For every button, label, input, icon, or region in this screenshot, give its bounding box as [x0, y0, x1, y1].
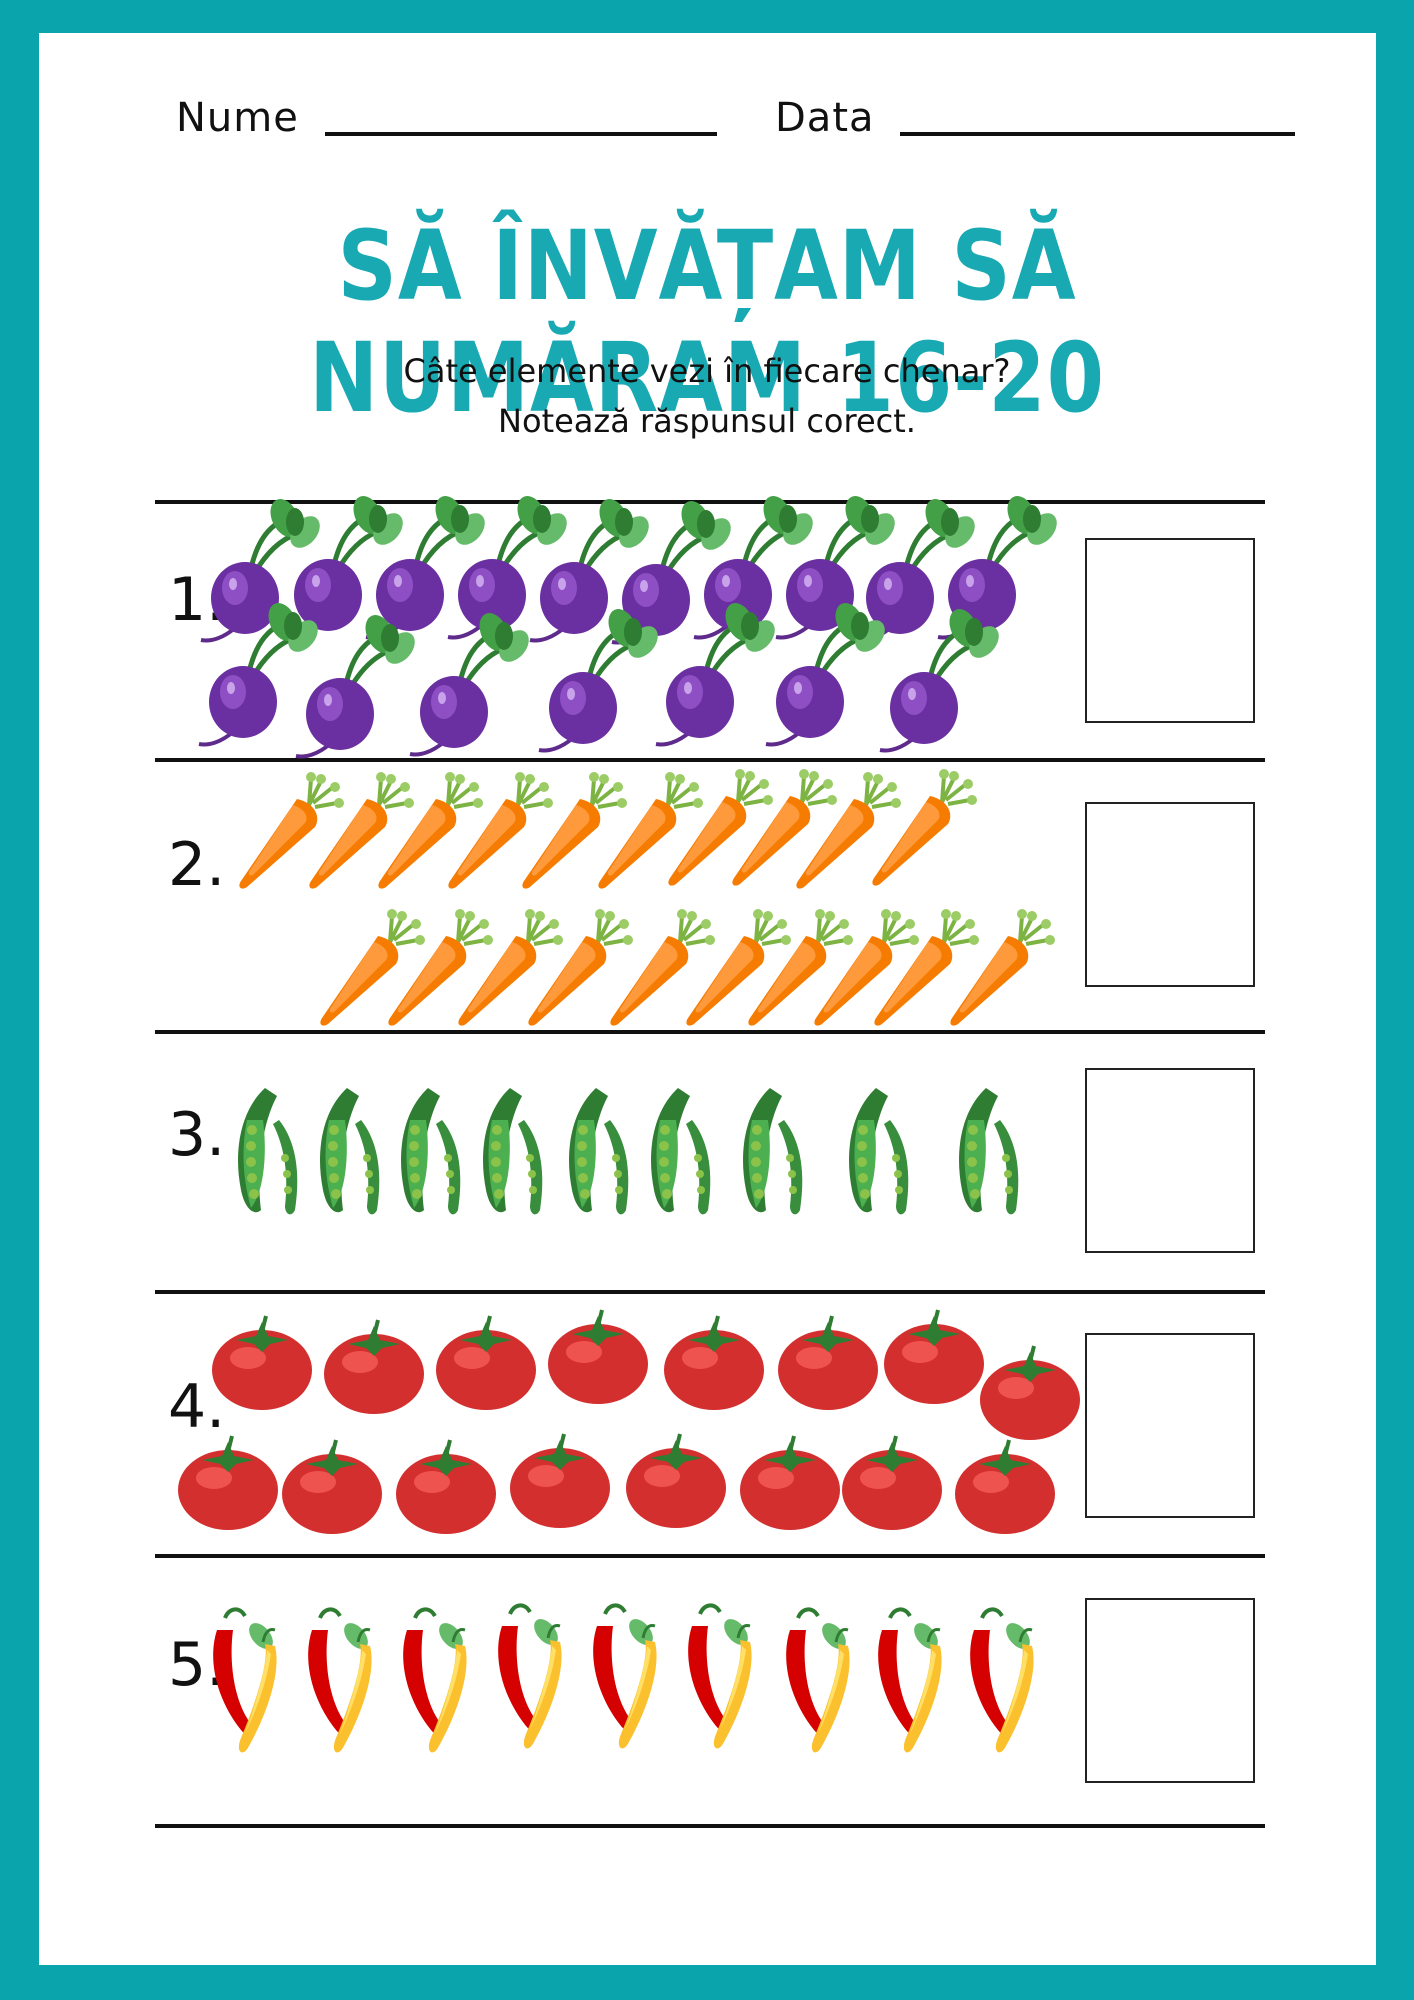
- tomato-icon: [394, 1438, 498, 1536]
- date-blank[interactable]: [900, 132, 1295, 136]
- pea-pod-icon: [743, 1088, 803, 1215]
- pea-pod-icon: [849, 1088, 909, 1215]
- date-label: Data: [775, 95, 875, 141]
- divider: [155, 1030, 1265, 1034]
- exercise-number: 3.: [168, 1100, 226, 1170]
- tomato-icon: [978, 1344, 1082, 1442]
- pea-pod-icon: [959, 1088, 1019, 1215]
- pepper-icon: [686, 1603, 755, 1751]
- pepper-icon: [591, 1603, 660, 1751]
- pea-pod-icon: [238, 1088, 298, 1215]
- exercise-number: 2.: [168, 830, 226, 900]
- answer-box[interactable]: [1085, 802, 1255, 987]
- pea-pod-icon: [651, 1088, 711, 1215]
- carrot-icons-row-1: [237, 767, 979, 891]
- answer-box[interactable]: [1085, 1068, 1255, 1253]
- pepper-icon: [401, 1607, 470, 1755]
- tomato-icon: [508, 1432, 612, 1530]
- answer-box[interactable]: [1085, 1598, 1255, 1783]
- tomato-icon: [546, 1308, 650, 1406]
- answer-box[interactable]: [1085, 1333, 1255, 1518]
- tomato-icon: [953, 1438, 1057, 1536]
- tomato-icon: [434, 1314, 538, 1412]
- pepper-icon: [211, 1607, 280, 1755]
- pepper-icon: [968, 1607, 1037, 1755]
- tomato-icon: [882, 1308, 986, 1406]
- pea-pod-icons: [238, 1088, 1019, 1215]
- tomato-icon: [210, 1314, 314, 1412]
- pepper-icon: [876, 1607, 945, 1755]
- tomato-icon: [776, 1314, 880, 1412]
- pea-pod-icon: [483, 1088, 543, 1215]
- carrot-icons-row-2: [318, 907, 1057, 1028]
- pepper-icon: [306, 1607, 375, 1755]
- tomato-icon: [322, 1318, 426, 1416]
- tomato-icon: [738, 1434, 842, 1532]
- tomato-icon: [280, 1438, 384, 1536]
- pepper-icon: [496, 1603, 565, 1751]
- tomato-icon: [624, 1432, 728, 1530]
- name-blank[interactable]: [325, 132, 717, 136]
- divider: [155, 1290, 1265, 1294]
- tomato-icon: [176, 1434, 280, 1532]
- divider: [155, 1554, 1265, 1558]
- divider: [155, 1824, 1265, 1828]
- carrot-icon: [526, 907, 635, 1028]
- instruction-line-1: Câte elemente vezi în fiecare chenar?: [403, 352, 1011, 390]
- tomato-icon: [662, 1314, 766, 1412]
- pepper-icon: [784, 1607, 853, 1755]
- pea-pod-icon: [320, 1088, 380, 1215]
- name-label: Nume: [176, 95, 299, 141]
- pepper-icons: [211, 1603, 1037, 1755]
- carrot-icon: [812, 907, 921, 1028]
- tomato-icons-row-1: [210, 1308, 1082, 1442]
- instruction-line-2: Notează răspunsul corect.: [498, 402, 916, 440]
- tomato-icon: [840, 1434, 944, 1532]
- divider: [155, 500, 1265, 504]
- answer-box[interactable]: [1085, 538, 1255, 723]
- tomato-icons-row-2: [176, 1432, 1057, 1536]
- page-title: SĂ ÎNVĂȚAM SĂ NUMĂRAM 16-20: [309, 210, 1105, 434]
- divider: [155, 758, 1265, 762]
- pea-pod-icon: [401, 1088, 461, 1215]
- pea-pod-icon: [569, 1088, 629, 1215]
